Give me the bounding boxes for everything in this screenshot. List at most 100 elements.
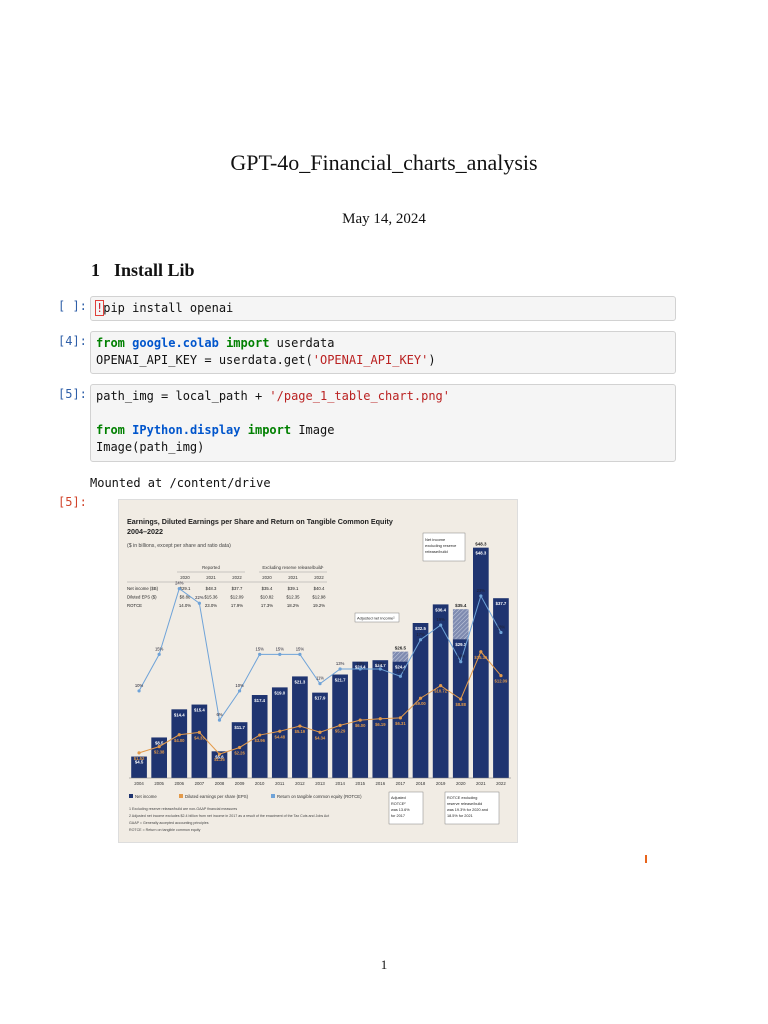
table-cell: 19.2% — [313, 603, 325, 608]
legend-swatch — [271, 794, 275, 798]
point-eps — [439, 684, 443, 688]
eps-label: $6.00 — [355, 723, 366, 728]
bar-value-label: $24.4 — [395, 665, 406, 670]
eps-label: $2.26 — [234, 750, 245, 755]
code-cell-2[interactable]: from google.colab import userdata OPENAI… — [90, 331, 676, 374]
point-eps — [298, 724, 302, 728]
point-eps — [459, 697, 463, 701]
eps-label: $4.48 — [275, 734, 286, 739]
bar-value-label: $4.5 — [135, 760, 144, 765]
cell-2-prompt: [4]: — [58, 334, 87, 348]
rotce-label: 15% — [296, 646, 305, 651]
rotce-label: 19% — [436, 617, 445, 622]
rotce-label: 24% — [175, 581, 184, 586]
rotce-label: 15% — [155, 646, 164, 651]
eps-label: $4.00 — [174, 738, 185, 743]
page-number: 1 — [380, 957, 388, 972]
point-eps — [278, 729, 282, 733]
note-rotce-2017: ROTCE² — [391, 802, 406, 806]
chart-footnote: ROTCE = Return on tangible common equity — [129, 828, 201, 832]
bar-net-income — [432, 604, 449, 778]
point-rotce — [237, 689, 242, 693]
bar-net-income — [392, 661, 409, 778]
table-cell: 18.2% — [287, 603, 299, 608]
point-eps — [378, 717, 382, 721]
rotce-label: 14% — [457, 654, 466, 659]
point-rotce — [418, 638, 423, 642]
section-heading: 1 Install Lib — [91, 260, 195, 281]
bar-value-label: $36.4 — [435, 607, 446, 612]
bar-value-label: $29.1 — [455, 642, 466, 647]
table-cell: 14.0% — [179, 603, 191, 608]
table-cell: $29.1 — [180, 586, 191, 591]
code-token: Image(path_img) — [96, 440, 205, 454]
x-tick-label: 2004 — [134, 781, 144, 786]
x-tick-label: 2022 — [496, 781, 506, 786]
note-rotce-2017: was 13.6% — [391, 808, 410, 812]
rotce-label: 12% — [396, 668, 405, 673]
point-eps — [197, 730, 201, 734]
x-tick-label: 2014 — [335, 781, 345, 786]
output-prompt: [5]: — [58, 495, 87, 509]
eps-label: $1.52 — [134, 756, 145, 761]
table-cell: $10.82 — [260, 595, 274, 600]
rotce-label: 11% — [316, 676, 324, 681]
string-literal: '/page_1_table_chart.png' — [269, 389, 451, 403]
annotation-adjusted: Adjusted net income² — [357, 616, 395, 621]
keyword: from — [96, 336, 125, 350]
bar-net-income — [231, 722, 248, 778]
bar-value-label: $24.4 — [355, 665, 366, 670]
rotce-label: 10% — [135, 683, 144, 688]
cell-1-prompt: [ ]: — [58, 299, 87, 313]
note-rotce-2017-box — [388, 791, 424, 825]
code-cell-3[interactable]: path_img = local_path + '/page_1_table_c… — [90, 384, 676, 462]
point-eps — [258, 733, 262, 737]
x-tick-label: 2018 — [416, 781, 426, 786]
bar-reserve-label: $35.4 — [455, 603, 467, 608]
section-number: 1 — [91, 260, 100, 280]
point-rotce — [137, 689, 141, 693]
table-col-header: 2021 — [288, 575, 298, 580]
point-rotce — [197, 601, 201, 605]
table-cell: 17.9% — [231, 603, 243, 608]
point-rotce — [378, 667, 382, 671]
x-tick-label: 2021 — [476, 781, 486, 786]
annotation-adjusted-box — [354, 612, 400, 623]
point-eps — [237, 745, 242, 750]
x-tick-label: 2006 — [174, 781, 184, 786]
rotce-label: 15% — [276, 646, 285, 651]
keyword: from — [96, 423, 125, 437]
table-cell: $8.88 — [180, 595, 191, 600]
bar-value-label: $48.3 — [475, 551, 486, 556]
shell-bang: ! — [94, 300, 105, 316]
eps-label: $4.33 — [194, 735, 205, 740]
bar-value-label: $17.9 — [315, 696, 326, 701]
point-rotce — [318, 682, 322, 686]
x-tick-label: 2013 — [315, 781, 325, 786]
legend-label: Diluted earnings per share (EPS) — [185, 794, 249, 799]
legend-swatch — [129, 794, 133, 798]
eps-label: $4.34 — [315, 735, 326, 740]
eps-label: $15.36 — [474, 655, 487, 660]
rotce-label: 13% — [356, 661, 365, 666]
table-row-label: ROTCE — [127, 603, 142, 608]
eps-label: $3.96 — [254, 738, 265, 743]
point-rotce — [338, 667, 342, 671]
bar-net-income — [191, 704, 208, 778]
point-rotce — [358, 667, 362, 671]
doc-title: GPT-4o_Financial_charts_analysis — [230, 150, 538, 175]
table-row-label: Diluted EPS ($) — [127, 595, 157, 600]
eps-label: $8.88 — [455, 702, 466, 707]
financial-chart: Earnings, Diluted Earnings per Share and… — [127, 517, 511, 832]
table-cell: $12.98 — [312, 595, 326, 600]
annotation-reserve-line: release/build — [425, 549, 448, 554]
table-cell: $35.4 — [262, 586, 273, 591]
table-col-header: 2021 — [206, 575, 216, 580]
point-eps — [137, 751, 141, 755]
point-rotce — [258, 652, 262, 656]
point-rotce — [479, 594, 483, 598]
bar-value-label: $19.0 — [274, 690, 285, 695]
note-reserve: was 19.3% for 2020 and — [447, 808, 488, 812]
x-tick-label: 2007 — [195, 781, 205, 786]
code-cell-1[interactable]: !pip install openai — [90, 296, 676, 321]
